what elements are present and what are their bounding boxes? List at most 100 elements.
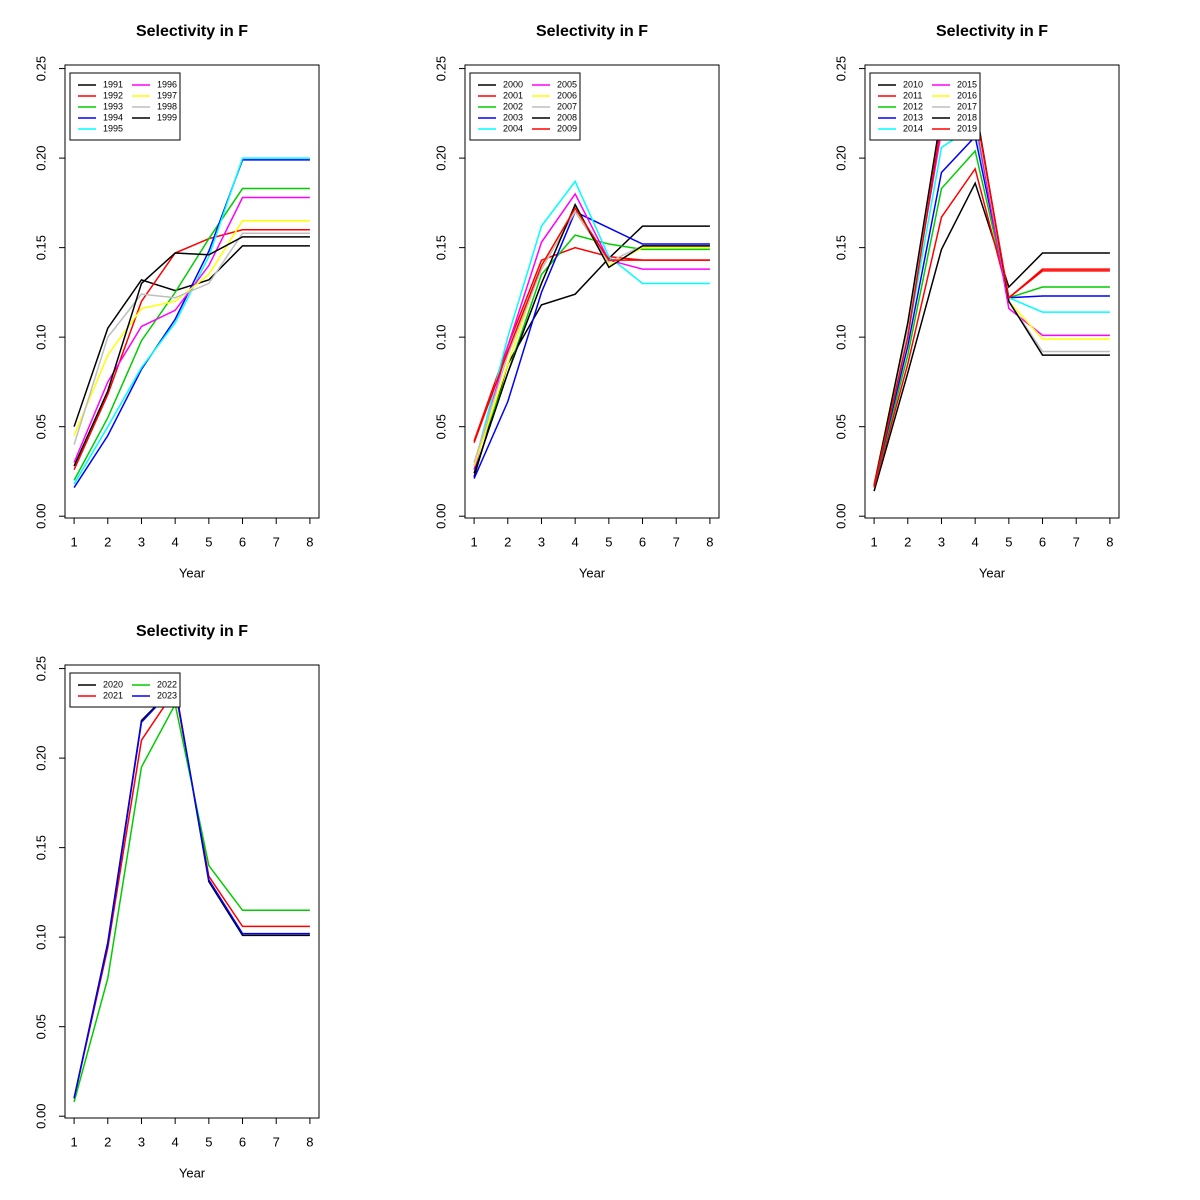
- x-tick-label: 4: [972, 534, 979, 549]
- chart-title: Selectivity in F: [136, 23, 248, 40]
- series-line: [873, 106, 1110, 486]
- series-line: [873, 167, 1110, 488]
- x-tick-label: 7: [1073, 534, 1080, 549]
- series-line: [73, 688, 310, 1099]
- x-tick-label: 6: [639, 534, 646, 549]
- y-tick-label: 0.10: [833, 325, 848, 350]
- chart-title: Selectivity in F: [536, 23, 648, 40]
- legend-label: 2019: [957, 123, 977, 133]
- x-tick-label: 6: [239, 534, 246, 549]
- series-line: [73, 187, 310, 481]
- x-tick-label: 4: [172, 534, 179, 549]
- legend-label: 2015: [957, 79, 977, 89]
- series-line: [473, 179, 710, 467]
- series-line: [73, 236, 310, 467]
- legend-label: 2021: [103, 690, 123, 700]
- x-tick-label: 8: [306, 534, 313, 549]
- legend-label: 2023: [157, 690, 177, 700]
- x-tick-label: 4: [572, 534, 579, 549]
- x-tick-label: 7: [273, 1134, 280, 1149]
- x-tick-label: 3: [138, 534, 145, 549]
- x-tick-label: 5: [205, 1134, 212, 1149]
- x-tick-label: 7: [273, 534, 280, 549]
- y-tick-label: 0.05: [833, 414, 848, 439]
- legend-label: 2009: [557, 123, 577, 133]
- series-line: [73, 702, 310, 1103]
- legend-label: 2017: [957, 101, 977, 111]
- y-tick-label: 0.25: [433, 56, 448, 81]
- legend-label: 2010: [903, 79, 923, 89]
- legend-label: 2008: [557, 112, 577, 122]
- legend-label: 2000: [503, 79, 523, 89]
- x-tick-label: 1: [870, 534, 877, 549]
- x-tick-label: 1: [70, 534, 77, 549]
- y-tick-label: 0.05: [33, 1014, 48, 1039]
- x-tick-label: 5: [605, 534, 612, 549]
- series-line: [73, 159, 310, 488]
- x-tick-label: 4: [172, 1134, 179, 1149]
- y-tick-label: 0.20: [433, 145, 448, 170]
- y-tick-label: 0.00: [33, 504, 48, 529]
- x-tick-label: 2: [104, 534, 111, 549]
- legend-label: 1995: [103, 123, 123, 133]
- series-line: [73, 684, 310, 1099]
- legend-label: 2022: [157, 679, 177, 689]
- y-tick-label: 0.25: [33, 656, 48, 681]
- x-tick-label: 6: [1039, 534, 1046, 549]
- legend-label: 1992: [103, 90, 123, 100]
- y-tick-label: 0.10: [33, 325, 48, 350]
- legend-label: 2005: [557, 79, 577, 89]
- series-line: [473, 192, 710, 470]
- series-line: [873, 117, 1110, 485]
- legend-label: 2011: [903, 90, 922, 100]
- legend-label: 2016: [957, 90, 977, 100]
- y-tick-label: 0.00: [833, 504, 848, 529]
- y-tick-label: 0.20: [33, 745, 48, 770]
- y-tick-label: 0.25: [33, 56, 48, 81]
- x-tick-label: 2: [104, 1134, 111, 1149]
- x-tick-label: 8: [306, 1134, 313, 1149]
- legend-label: 1998: [157, 101, 177, 111]
- y-tick-label: 0.15: [33, 835, 48, 860]
- y-tick-label: 0.05: [433, 414, 448, 439]
- legend-label: 1997: [157, 90, 177, 100]
- legend-label: 2012: [903, 101, 923, 111]
- legend-label: 2004: [503, 123, 523, 133]
- legend-label: 1991: [103, 79, 123, 89]
- legend-label: 2014: [903, 123, 923, 133]
- series-line: [473, 202, 710, 474]
- x-tick-label: 3: [538, 534, 545, 549]
- chart-title: Selectivity in F: [936, 23, 1048, 40]
- x-tick-label: 8: [706, 534, 713, 549]
- legend-label: 1999: [157, 112, 177, 122]
- y-tick-label: 0.20: [33, 145, 48, 170]
- legend-label: 1996: [157, 79, 177, 89]
- y-tick-label: 0.10: [33, 925, 48, 950]
- y-tick-label: 0.00: [33, 1104, 48, 1129]
- series-line: [473, 225, 710, 478]
- x-axis-label: Year: [579, 565, 606, 580]
- legend-label: 2018: [957, 112, 977, 122]
- series-line: [73, 684, 310, 1099]
- legend-label: 2003: [503, 112, 523, 122]
- y-tick-label: 0.20: [833, 145, 848, 170]
- y-tick-label: 0.00: [433, 504, 448, 529]
- series-line: [73, 228, 310, 470]
- series-line: [73, 232, 310, 445]
- series-line: [473, 206, 710, 467]
- legend-label: 2006: [557, 90, 577, 100]
- x-tick-label: 7: [673, 534, 680, 549]
- series-line: [873, 110, 1110, 485]
- x-tick-label: 1: [70, 1134, 77, 1149]
- legend-label: 1993: [103, 101, 123, 111]
- x-axis-label: Year: [179, 565, 206, 580]
- series-line: [73, 220, 310, 436]
- x-tick-label: 2: [904, 534, 911, 549]
- legend-label: 2001: [503, 90, 523, 100]
- x-axis-label: Year: [979, 565, 1006, 580]
- y-tick-label: 0.05: [33, 414, 48, 439]
- x-tick-label: 2: [504, 534, 511, 549]
- legend-label: 2020: [103, 679, 123, 689]
